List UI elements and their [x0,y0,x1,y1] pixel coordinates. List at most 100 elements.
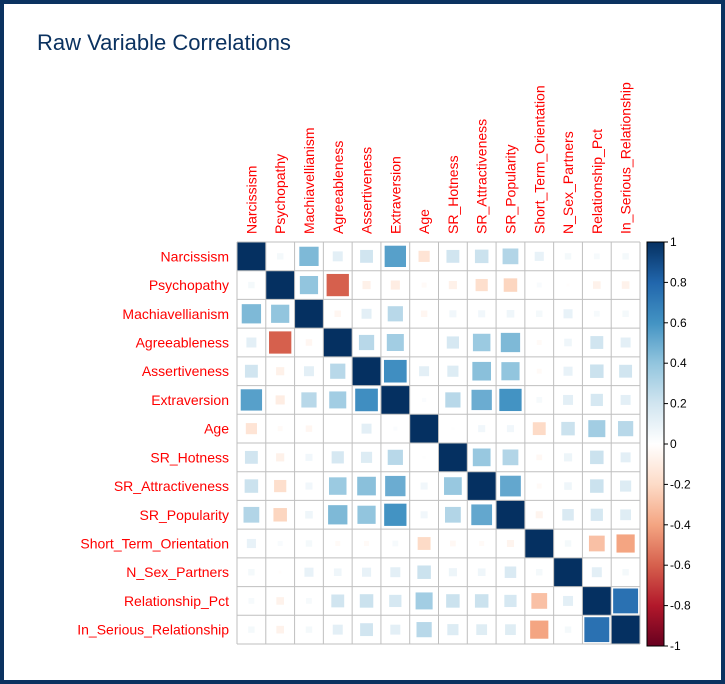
corr-cell-Age-Short_Term_Orientation [532,422,546,436]
colorbar-tick-label: 0.4 [670,356,687,370]
corr-cell-Relationship_Pct-Narcissism [248,598,255,604]
col-label-Short_Term_Orientation: Short_Term_Orientation [531,85,547,234]
corr-cell-Machiavellianism-Short_Term_Orientation [536,310,543,317]
corr-cell-SR_Attractiveness-SR_Popularity [500,475,521,497]
corr-cell-In_Serious_Relationship-Psychopathy [276,625,284,634]
corr-cell-Agreeableness-Assertiveness [358,334,375,351]
corr-cell-SR_Popularity-Agreeableness [328,505,348,525]
corr-cell-SR_Attractiveness-Short_Term_Orientation [536,483,542,489]
corr-cell-Machiavellianism-In_Serious_Relationship [622,310,629,317]
corr-cell-Narcissism-SR_Popularity [502,248,519,265]
corr-cell-Psychopathy-Short_Term_Orientation [536,282,542,288]
corr-cell-Assertiveness-N_Sex_Partners [563,366,573,376]
corr-cell-Relationship_Pct-Machiavellianism [306,598,312,604]
corr-cell-In_Serious_Relationship-Machiavellianism [305,626,313,633]
corr-cell-Machiavellianism-Machiavellianism [294,299,324,329]
corr-cell-SR_Attractiveness-Agreeableness [328,477,347,495]
corr-cell-Assertiveness-SR_Hotness [447,365,459,377]
col-label-Psychopathy: Psychopathy [272,154,288,234]
corr-cell-SR_Hotness-Relationship_Pct [590,450,604,465]
corr-cell-Age-Assertiveness [361,423,372,434]
corr-cell-Extraversion-SR_Popularity [499,388,522,412]
col-label-Agreeableness: Agreeableness [330,141,346,234]
corr-cell-Agreeableness-Extraversion [386,334,404,351]
corr-cell-Short_Term_Orientation-Machiavellianism [305,540,313,547]
corr-cell-Machiavellianism-Assertiveness [361,308,372,319]
colorbar-tick-label: 0 [670,437,677,451]
corr-cell-Assertiveness-Agreeableness [330,363,346,379]
corr-cell-Extraversion-SR_Attractiveness [471,389,492,411]
corr-cell-Short_Term_Orientation-N_Sex_Partners [564,540,572,547]
corr-cell-SR_Hotness-Short_Term_Orientation [536,454,543,461]
corr-cell-Narcissism-Narcissism [237,242,266,271]
corr-cell-Machiavellianism-Relationship_Pct [593,310,600,317]
corr-cell-Relationship_Pct-Agreeableness [331,594,345,608]
corr-cell-SR_Attractiveness-Machiavellianism [305,482,313,490]
corr-cell-In_Serious_Relationship-SR_Attractiveness [476,624,488,636]
corr-cell-Extraversion-Relationship_Pct [590,393,603,407]
corr-cell-Relationship_Pct-Age [415,592,433,610]
corr-cell-Assertiveness-Age [419,366,430,377]
corr-cell-N_Sex_Partners-Psychopathy [278,570,282,574]
corr-cell-Psychopathy-Extraversion [390,280,400,290]
row-label-Agreeableness: Agreeableness [136,335,229,351]
corr-cell-Psychopathy-Agreeableness [326,273,349,297]
corr-cell-SR_Popularity-SR_Popularity [496,500,525,530]
corr-cell-Assertiveness-Narcissism [244,364,258,378]
corr-cell-In_Serious_Relationship-SR_Hotness [447,624,459,636]
corr-cell-Psychopathy-SR_Attractiveness [475,278,488,292]
corr-cell-Narcissism-In_Serious_Relationship [622,253,629,260]
corr-cell-Narcissism-N_Sex_Partners [564,253,572,260]
corr-cell-In_Serious_Relationship-Narcissism [248,626,255,633]
corr-cell-N_Sex_Partners-Age [417,565,431,579]
corr-cell-SR_Hotness-Psychopathy [276,453,285,462]
col-label-Assertiveness: Assertiveness [359,147,375,234]
row-label-N_Sex_Partners: N_Sex_Partners [126,564,229,580]
corr-cell-Narcissism-Psychopathy [276,253,284,260]
row-label-Machiavellianism: Machiavellianism [122,306,229,322]
row-label-Narcissism: Narcissism [161,248,229,264]
colorbar-tick-label: -1 [670,639,681,653]
corr-cell-Extraversion-Psychopathy [275,395,285,405]
corr-cell-Extraversion-Short_Term_Orientation [536,397,543,403]
corr-cell-SR_Hotness-SR_Attractiveness [472,448,491,467]
row-label-Age: Age [204,421,229,437]
corr-cell-Agreeableness-Short_Term_Orientation [536,340,542,345]
corr-cell-SR_Popularity-Age [420,511,428,519]
corr-cell-N_Sex_Partners-Machiavellianism [304,567,314,577]
corr-cell-SR_Hotness-N_Sex_Partners [563,453,573,462]
colorbar-tick-label: 1 [670,235,677,249]
column-labels: Narcissism Psychopathy Machiavellianism Agr… [243,82,633,234]
corr-cell-In_Serious_Relationship-SR_Popularity [505,624,516,636]
corr-cell-Age-Narcissism [245,423,257,435]
corr-cell-Psychopathy-Age [421,282,427,288]
corr-cell-In_Serious_Relationship-In_Serious_Relationship [611,615,640,644]
corr-cell-Agreeableness-SR_Hotness [446,336,459,349]
corr-cell-In_Serious_Relationship-Short_Term_Orientation [530,620,549,639]
colorbar-tick-label: 0.6 [670,316,687,330]
corr-cell-Narcissism-Machiavellianism [299,246,319,266]
corr-cell-In_Serious_Relationship-Assertiveness [360,623,373,637]
corr-cell-Extraversion-Assertiveness [355,388,378,412]
corr-cell-Age-SR_Popularity [506,425,514,433]
corr-cell-Relationship_Pct-N_Sex_Partners [563,595,574,606]
corr-cell-Extraversion-Extraversion [380,385,410,415]
corr-cell-SR_Popularity-Extraversion [384,503,407,526]
corr-cell-Age-SR_Attractiveness [478,425,486,433]
corr-cell-Agreeableness-N_Sex_Partners [564,338,572,347]
corr-cell-Age-In_Serious_Relationship [617,421,634,437]
chart-title: Raw Variable Correlations [37,30,291,55]
corr-cell-Short_Term_Orientation-SR_Attractiveness [479,541,485,546]
corr-cell-Age-Psychopathy [277,426,283,432]
corr-cell-SR_Attractiveness-Narcissism [244,479,259,493]
corr-cell-Relationship_Pct-SR_Popularity [504,594,517,608]
corr-cell-Age-Machiavellianism [305,425,313,432]
col-label-Extraversion: Extraversion [387,156,403,234]
corr-cell-Narcissism-SR_Hotness [446,249,460,263]
corr-cell-Short_Term_Orientation-Narcissism [246,538,256,549]
corr-cell-Psychopathy-Machiavellianism [299,275,319,295]
corr-cell-Relationship_Pct-Short_Term_Orientation [531,593,548,609]
corr-cell-Psychopathy-In_Serious_Relationship [621,281,630,289]
colorbar-tick-label: -0.4 [670,518,691,532]
corr-cell-Agreeableness-Machiavellianism [305,339,313,346]
